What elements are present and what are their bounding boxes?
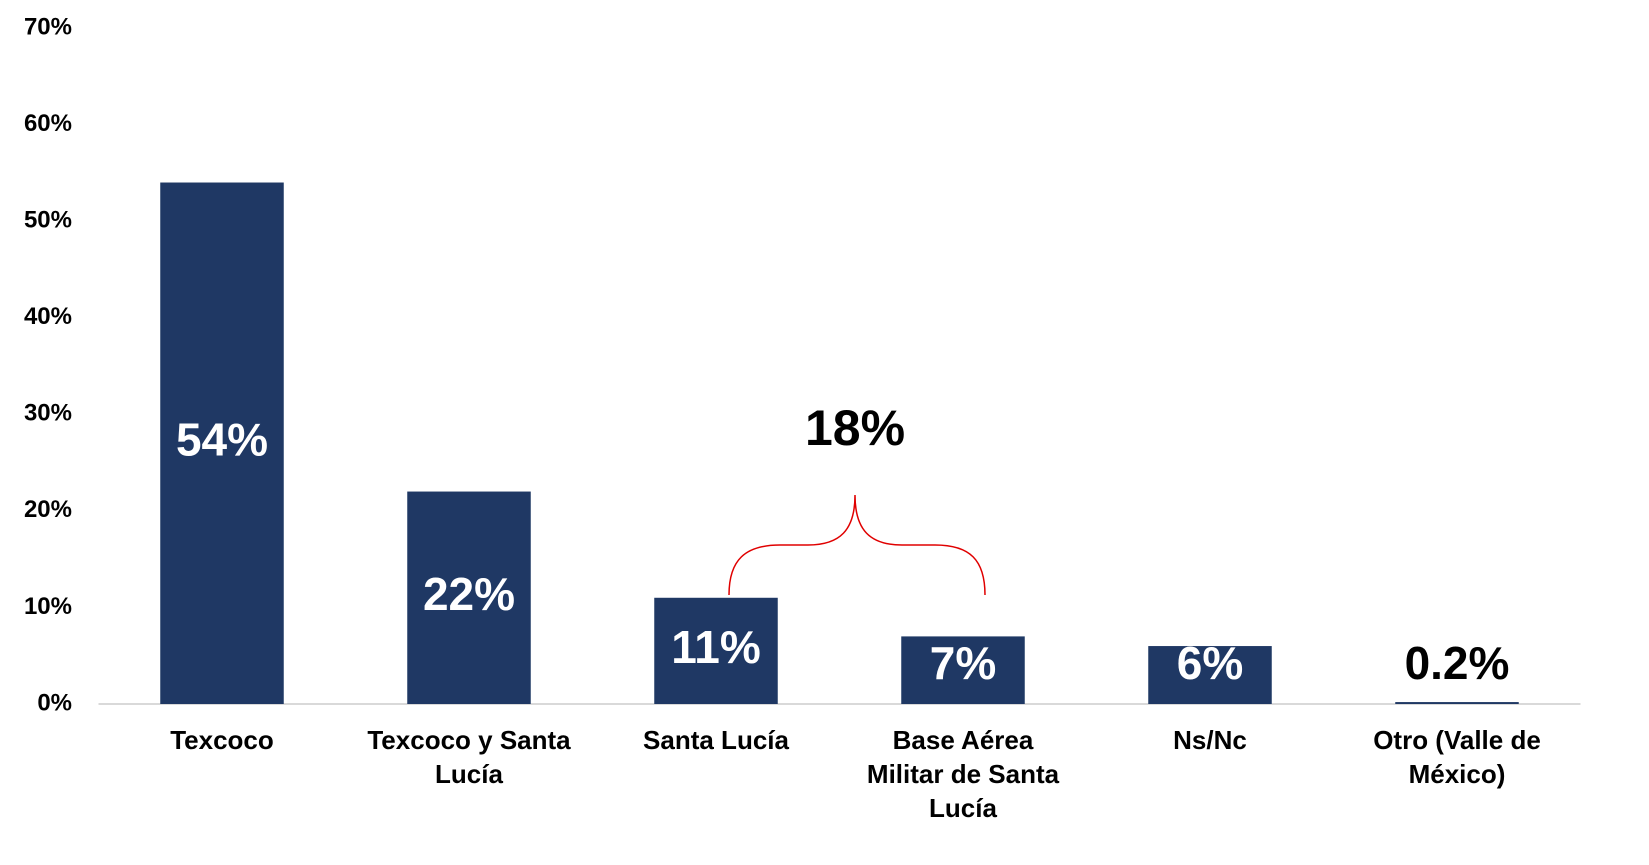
- bar: [160, 182, 284, 704]
- y-tick-label: 10%: [24, 593, 72, 620]
- value-label: 22%: [423, 568, 515, 620]
- value-label: 11%: [671, 621, 761, 673]
- value-label: 0.2%: [1405, 637, 1510, 689]
- y-tick-label: 0%: [37, 689, 72, 716]
- bar: [1148, 646, 1272, 704]
- x-tick-label: Ns/Nc: [1173, 725, 1247, 755]
- bar: [901, 636, 1025, 704]
- y-tick-label: 50%: [24, 206, 72, 233]
- y-tick-label: 60%: [24, 110, 72, 137]
- value-label: 7%: [930, 637, 996, 689]
- x-tick-label: Base Aérea Militar de Santa Lucía: [867, 725, 1060, 823]
- annotation: 18%: [805, 400, 905, 456]
- x-tick-label: Otro (Valle de México): [1373, 725, 1541, 789]
- bar: [407, 491, 531, 704]
- y-tick-label: 40%: [24, 303, 72, 330]
- y-tick-label: 20%: [24, 496, 72, 523]
- value-label: 6%: [1177, 637, 1243, 689]
- bar: [1395, 702, 1519, 704]
- x-tick-label: Santa Lucía: [643, 725, 789, 755]
- value-label: 54%: [176, 413, 268, 465]
- bar: [654, 597, 778, 704]
- x-tick-label: Texcoco: [170, 725, 274, 755]
- y-tick-label: 70%: [24, 13, 72, 40]
- y-tick-label: 30%: [24, 400, 72, 427]
- x-tick-label: Texcoco y Santa Lucía: [367, 725, 571, 789]
- brace: [728, 494, 986, 596]
